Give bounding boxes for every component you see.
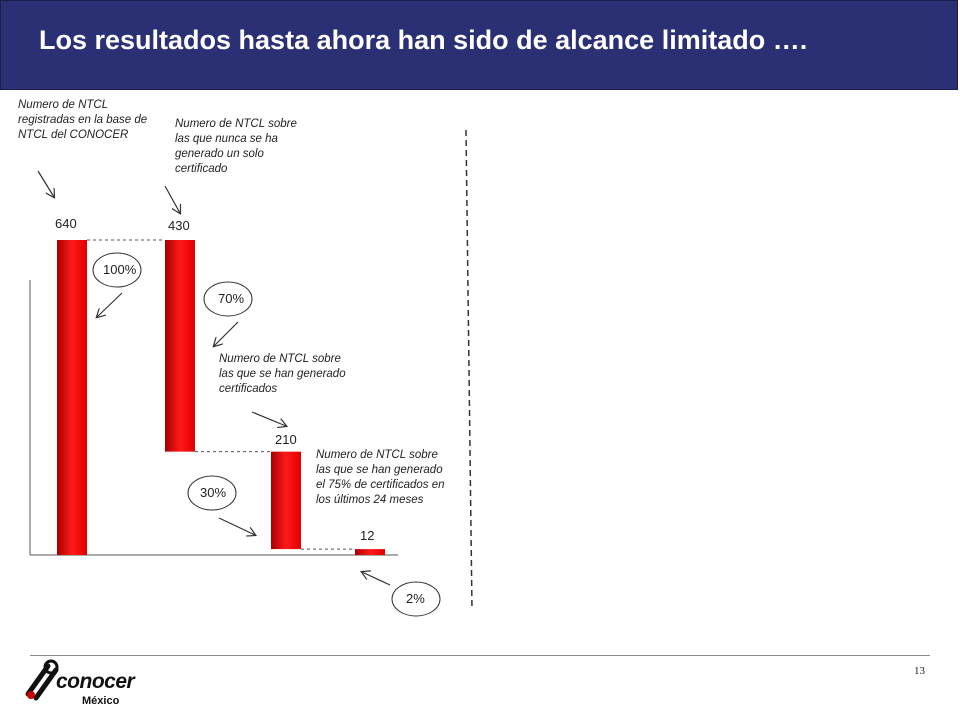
divider-dashed-line	[465, 129, 473, 611]
arrow-2	[362, 572, 391, 586]
bar-3	[355, 549, 385, 555]
arrow-certified	[251, 411, 286, 426]
percent-label-100: 100%	[103, 262, 137, 277]
bar-0	[57, 240, 87, 555]
value-label-210: 210	[275, 432, 297, 447]
value-label-430: 430	[168, 218, 190, 233]
arrow-30	[218, 517, 255, 535]
page-number: 13	[914, 665, 925, 677]
bar-1	[165, 240, 195, 452]
footer-divider	[30, 655, 930, 656]
bar-2	[271, 451, 301, 550]
annotation-75-percent: Numero de NTCL sobre las que se han gene…	[316, 449, 445, 506]
arrow-registered	[37, 170, 54, 197]
value-label-640: 640	[55, 216, 77, 231]
percent-label-30: 30%	[200, 485, 227, 500]
annotation-certified: Numero de NTCL sobre las que se han gene…	[219, 353, 346, 395]
arrow-70	[214, 321, 239, 346]
value-label-12: 12	[360, 528, 375, 543]
percent-label-70: 70%	[218, 291, 245, 306]
arrow-100	[97, 292, 123, 317]
annotation-registered: Numero de NTCL registradas en la base de…	[18, 99, 148, 141]
arrow-never-certified	[164, 185, 180, 213]
slide-title: Los resultados hasta ahora han sido de a…	[39, 25, 808, 55]
percent-oval-70	[203, 281, 253, 317]
percent-oval-2	[391, 581, 441, 617]
annotation-never-certified: Numero de NTCL sobre las que nunca se ha…	[175, 118, 297, 175]
conocer-logo-subtitle: México	[82, 695, 120, 707]
percent-oval-30	[187, 475, 237, 511]
percent-oval-100	[92, 252, 142, 288]
conocer-logo-icon	[25, 659, 59, 701]
title-bar: Los resultados hasta ahora han sido de a…	[0, 0, 958, 90]
percent-label-2: 2%	[406, 591, 425, 606]
conocer-logo-text: conocer	[56, 670, 135, 693]
